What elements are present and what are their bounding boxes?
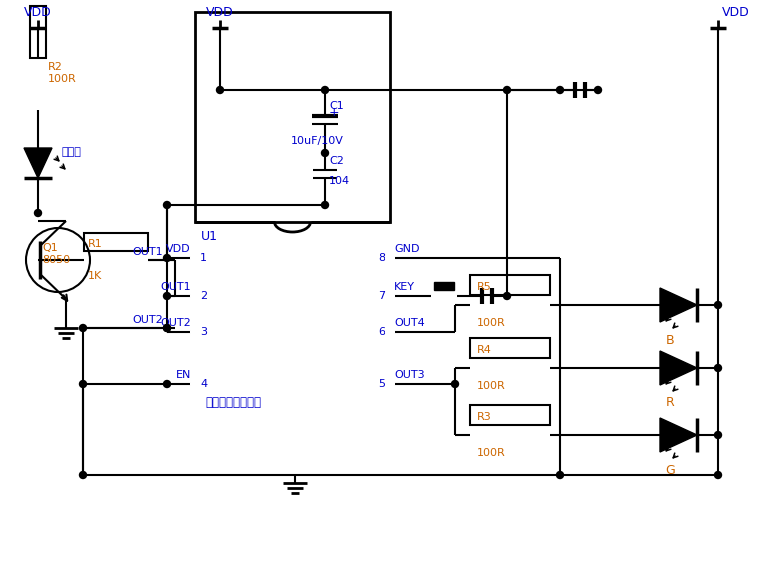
Text: R3: R3: [477, 412, 492, 422]
Circle shape: [163, 325, 170, 332]
Circle shape: [451, 381, 458, 388]
Text: +: +: [329, 107, 340, 120]
Circle shape: [714, 431, 721, 438]
Circle shape: [34, 209, 42, 216]
Circle shape: [386, 380, 394, 388]
Text: 100R: 100R: [477, 318, 505, 328]
Circle shape: [714, 364, 721, 371]
Text: C1: C1: [329, 101, 344, 111]
Text: Q1: Q1: [42, 243, 58, 253]
Text: OUT4: OUT4: [394, 318, 425, 328]
Circle shape: [448, 292, 456, 300]
Text: 3: 3: [200, 327, 207, 337]
Circle shape: [321, 202, 328, 209]
Text: VDD: VDD: [24, 5, 52, 19]
Text: EN: EN: [176, 370, 191, 380]
Text: VDD: VDD: [206, 5, 234, 19]
Text: OUT3: OUT3: [394, 370, 425, 380]
Circle shape: [80, 381, 87, 388]
Polygon shape: [660, 351, 697, 385]
Bar: [470, 338, 550, 358]
Text: G: G: [665, 463, 675, 476]
Text: 100R: 100R: [477, 381, 505, 391]
Text: 1: 1: [200, 253, 207, 263]
Circle shape: [432, 292, 440, 300]
Circle shape: [80, 472, 87, 479]
Polygon shape: [660, 418, 697, 452]
Circle shape: [386, 328, 394, 336]
Circle shape: [503, 86, 511, 93]
Polygon shape: [24, 148, 52, 178]
Text: VDD: VDD: [722, 5, 750, 19]
Text: 6: 6: [378, 327, 385, 337]
Circle shape: [714, 301, 721, 308]
Text: 4: 4: [200, 379, 207, 389]
Text: OUT2: OUT2: [160, 318, 191, 328]
Bar: [84, 233, 148, 251]
Text: 2: 2: [200, 291, 207, 301]
Bar: [30, 6, 46, 58]
Circle shape: [321, 86, 328, 93]
Circle shape: [80, 325, 87, 332]
Text: R1: R1: [88, 239, 103, 249]
Text: 8: 8: [378, 253, 385, 263]
Text: 104: 104: [329, 176, 350, 186]
Circle shape: [714, 472, 721, 479]
Bar: [470, 405, 550, 425]
Text: 照明灯: 照明灯: [62, 147, 82, 157]
Text: 5: 5: [378, 379, 385, 389]
Text: B: B: [666, 333, 674, 346]
Circle shape: [163, 202, 170, 209]
Circle shape: [386, 292, 394, 300]
Text: R2: R2: [48, 62, 63, 72]
Bar: [195, 12, 390, 222]
Polygon shape: [660, 288, 697, 322]
Text: OUT2: OUT2: [132, 315, 163, 325]
Text: R5: R5: [477, 282, 492, 292]
Text: 人体感应信号输入: 人体感应信号输入: [205, 395, 261, 409]
Circle shape: [556, 86, 563, 93]
Text: 100R: 100R: [48, 74, 77, 84]
Circle shape: [191, 380, 199, 388]
Text: KEY: KEY: [394, 282, 415, 292]
Circle shape: [503, 293, 511, 300]
Circle shape: [163, 325, 170, 332]
Text: R: R: [666, 396, 674, 409]
Text: GND: GND: [394, 244, 420, 254]
Text: 1K: 1K: [88, 271, 103, 281]
Text: C2: C2: [329, 156, 344, 166]
Circle shape: [163, 293, 170, 300]
Polygon shape: [434, 282, 454, 290]
Circle shape: [191, 254, 199, 262]
Text: 100R: 100R: [477, 448, 505, 458]
Text: 10uF/10V: 10uF/10V: [290, 136, 344, 146]
Text: U1: U1: [201, 230, 218, 243]
Text: 7: 7: [378, 291, 385, 301]
Circle shape: [386, 254, 394, 262]
Circle shape: [556, 472, 563, 479]
Circle shape: [163, 381, 170, 388]
Circle shape: [163, 255, 170, 262]
Circle shape: [191, 328, 199, 336]
Circle shape: [191, 292, 199, 300]
Circle shape: [217, 86, 223, 93]
Circle shape: [594, 86, 601, 93]
Bar: [470, 275, 550, 295]
Text: 8050: 8050: [42, 255, 70, 265]
Text: R4: R4: [477, 345, 492, 355]
Text: VDD: VDD: [166, 244, 191, 254]
Circle shape: [321, 149, 328, 156]
Text: OUT1: OUT1: [132, 247, 163, 257]
Text: OUT1: OUT1: [160, 282, 191, 292]
